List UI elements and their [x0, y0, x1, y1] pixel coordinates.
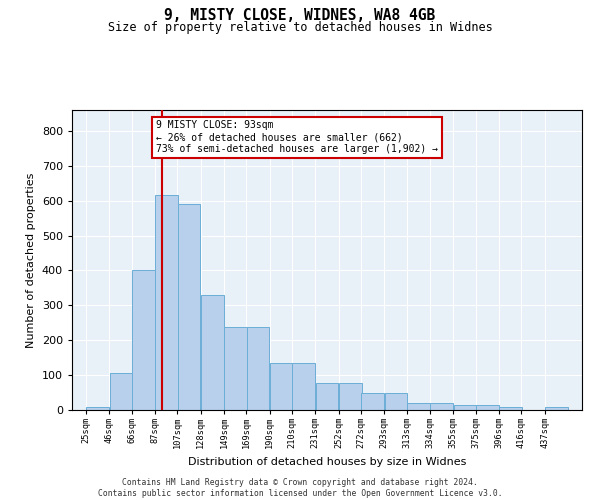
Bar [385, 392, 407, 410]
Bar [407, 402, 430, 410]
Bar [476, 405, 499, 410]
Bar [224, 327, 247, 410]
Text: Size of property relative to detached houses in Widnes: Size of property relative to detached ho… [107, 21, 493, 34]
Text: Contains HM Land Registry data © Crown copyright and database right 2024.
Contai: Contains HM Land Registry data © Crown c… [98, 478, 502, 498]
Bar [86, 407, 109, 410]
Bar [430, 402, 453, 410]
X-axis label: Distribution of detached houses by size in Widnes: Distribution of detached houses by size … [188, 457, 466, 467]
Bar [110, 373, 133, 410]
Bar [499, 407, 522, 410]
Bar [292, 364, 315, 410]
Bar [454, 405, 476, 410]
Bar [270, 364, 293, 410]
Bar [201, 295, 224, 410]
Bar [316, 384, 338, 410]
Bar [545, 407, 568, 410]
Bar [132, 270, 155, 410]
Text: 9, MISTY CLOSE, WIDNES, WA8 4GB: 9, MISTY CLOSE, WIDNES, WA8 4GB [164, 8, 436, 22]
Text: 9 MISTY CLOSE: 93sqm
← 26% of detached houses are smaller (662)
73% of semi-deta: 9 MISTY CLOSE: 93sqm ← 26% of detached h… [156, 120, 438, 154]
Bar [178, 204, 200, 410]
Bar [247, 327, 269, 410]
Y-axis label: Number of detached properties: Number of detached properties [26, 172, 36, 348]
Bar [339, 384, 362, 410]
Bar [361, 392, 384, 410]
Bar [155, 195, 178, 410]
